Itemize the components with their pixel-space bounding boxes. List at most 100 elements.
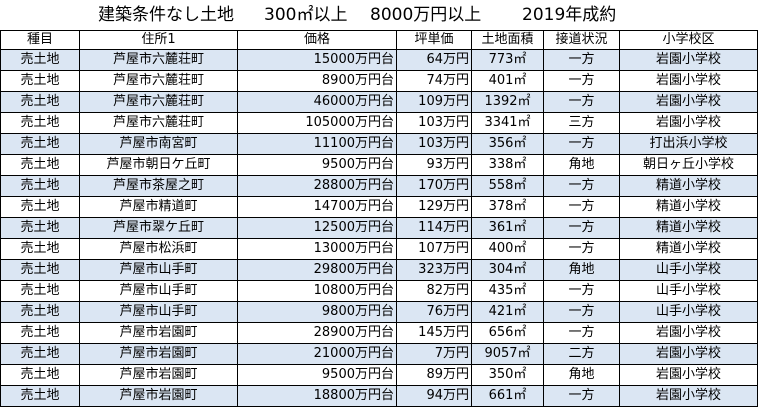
header-row: 種目 住所1 価格 坪単価 土地面積 接道状況 小学校区 (0, 30, 758, 50)
cell-type: 売土地 (0, 238, 80, 260)
cell-road-access: 一方 (543, 91, 620, 113)
cell-land-area: 361㎡ (471, 217, 544, 239)
header-land-area: 土地面積 (471, 30, 544, 50)
table-row: 売土地 芦屋市岩園町 18800万円台 94万円 661㎡ 一方 岩園小学校 (0, 385, 758, 407)
table-row: 売土地 芦屋市南宮町 11100万円台 103万円 356㎡ 一方 打出浜小学校 (0, 133, 758, 155)
cell-land-area: 421㎡ (471, 301, 544, 323)
cell-school-district: 山手小学校 (619, 301, 758, 323)
cell-price: 12500万円台 (237, 217, 397, 239)
title-area: 300㎡以上 (264, 5, 348, 25)
table-row: 売土地 芦屋市山手町 29800万円台 323万円 304㎡ 角地 山手小学校 (0, 259, 758, 281)
cell-address: 芦屋市山手町 (79, 280, 238, 302)
cell-school-district: 精道小学校 (619, 196, 758, 218)
cell-land-area: 435㎡ (471, 280, 544, 302)
cell-address: 芦屋市精道町 (79, 196, 238, 218)
cell-price: 18800万円台 (237, 385, 397, 407)
cell-type: 売土地 (0, 112, 80, 134)
cell-road-access: 三方 (543, 112, 620, 134)
cell-price: 21000万円台 (237, 343, 397, 365)
cell-address: 芦屋市六麓荘町 (79, 49, 238, 71)
cell-type: 売土地 (0, 280, 80, 302)
cell-price: 105000万円台 (237, 112, 397, 134)
cell-unit-price: 64万円 (396, 49, 472, 71)
cell-type: 売土地 (0, 49, 80, 71)
cell-land-area: 304㎡ (471, 259, 544, 281)
cell-unit-price: 93万円 (396, 154, 472, 176)
header-price: 価格 (237, 30, 397, 50)
cell-price: 8900万円台 (237, 70, 397, 92)
cell-price: 46000万円台 (237, 91, 397, 113)
title-price: 8000万円以上 (370, 5, 482, 25)
cell-unit-price: 323万円 (396, 259, 472, 281)
cell-school-district: 山手小学校 (619, 280, 758, 302)
cell-road-access: 角地 (543, 154, 620, 176)
cell-unit-price: 94万円 (396, 385, 472, 407)
cell-address: 芦屋市南宮町 (79, 133, 238, 155)
listing-table: 種目 住所1 価格 坪単価 土地面積 接道状況 小学校区 売土地 芦屋市六麓荘町 1… (0, 30, 758, 407)
cell-type: 売土地 (0, 259, 80, 281)
cell-unit-price: 82万円 (396, 280, 472, 302)
table-row: 売土地 芦屋市岩園町 21000万円台 7万円 9057㎡ 二方 岩園小学校 (0, 343, 758, 365)
table-row: 売土地 芦屋市松浜町 13000万円台 107万円 400㎡ 一方 精道小学校 (0, 238, 758, 260)
cell-type: 売土地 (0, 322, 80, 344)
cell-price: 9500万円台 (237, 364, 397, 386)
table-row: 売土地 芦屋市茶屋之町 28800万円台 170万円 558㎡ 一方 精道小学校 (0, 175, 758, 197)
cell-price: 13000万円台 (237, 238, 397, 260)
header-unit-price: 坪単価 (396, 30, 472, 50)
cell-type: 売土地 (0, 343, 80, 365)
cell-unit-price: 114万円 (396, 217, 472, 239)
table-row: 売土地 芦屋市六麓荘町 46000万円台 109万円 1392㎡ 一方 岩園小学校 (0, 91, 758, 113)
table-row: 売土地 芦屋市岩園町 28900万円台 145万円 656㎡ 一方 岩園小学校 (0, 322, 758, 344)
cell-school-district: 岩園小学校 (619, 385, 758, 407)
cell-price: 9800万円台 (237, 301, 397, 323)
cell-land-area: 656㎡ (471, 322, 544, 344)
cell-road-access: 一方 (543, 49, 620, 71)
cell-land-area: 378㎡ (471, 196, 544, 218)
title-year: 2019年成約 (522, 5, 617, 25)
cell-address: 芦屋市翠ケ丘町 (79, 217, 238, 239)
cell-address: 芦屋市岩園町 (79, 322, 238, 344)
cell-unit-price: 74万円 (396, 70, 472, 92)
cell-price: 15000万円台 (237, 49, 397, 71)
cell-type: 売土地 (0, 364, 80, 386)
cell-road-access: 一方 (543, 322, 620, 344)
table-row: 売土地 芦屋市精道町 14700万円台 129万円 378㎡ 一方 精道小学校 (0, 196, 758, 218)
cell-type: 売土地 (0, 70, 80, 92)
cell-address: 芦屋市六麓荘町 (79, 91, 238, 113)
cell-type: 売土地 (0, 175, 80, 197)
cell-school-district: 岩園小学校 (619, 343, 758, 365)
cell-type: 売土地 (0, 301, 80, 323)
cell-school-district: 精道小学校 (619, 175, 758, 197)
table-row: 売土地 芦屋市山手町 10800万円台 82万円 435㎡ 一方 山手小学校 (0, 280, 758, 302)
cell-school-district: 岩園小学校 (619, 112, 758, 134)
cell-type: 売土地 (0, 91, 80, 113)
cell-school-district: 岩園小学校 (619, 91, 758, 113)
title-main: 建築条件なし土地 (98, 5, 234, 25)
cell-unit-price: 89万円 (396, 364, 472, 386)
cell-road-access: 一方 (543, 175, 620, 197)
cell-road-access: 一方 (543, 301, 620, 323)
cell-unit-price: 129万円 (396, 196, 472, 218)
cell-land-area: 558㎡ (471, 175, 544, 197)
cell-address: 芦屋市松浜町 (79, 238, 238, 260)
cell-road-access: 一方 (543, 238, 620, 260)
cell-land-area: 400㎡ (471, 238, 544, 260)
header-type: 種目 (0, 30, 80, 50)
cell-land-area: 338㎡ (471, 154, 544, 176)
cell-unit-price: 170万円 (396, 175, 472, 197)
cell-price: 29800万円台 (237, 259, 397, 281)
cell-road-access: 一方 (543, 133, 620, 155)
cell-land-area: 3341㎡ (471, 112, 544, 134)
cell-road-access: 一方 (543, 385, 620, 407)
cell-school-district: 岩園小学校 (619, 322, 758, 344)
cell-type: 売土地 (0, 133, 80, 155)
cell-school-district: 山手小学校 (619, 259, 758, 281)
cell-road-access: 二方 (543, 343, 620, 365)
cell-type: 売土地 (0, 196, 80, 218)
cell-unit-price: 7万円 (396, 343, 472, 365)
header-address: 住所1 (79, 30, 238, 50)
cell-type: 売土地 (0, 154, 80, 176)
cell-road-access: 一方 (543, 217, 620, 239)
cell-school-district: 打出浜小学校 (619, 133, 758, 155)
table-row: 売土地 芦屋市朝日ケ丘町 9500万円台 93万円 338㎡ 角地 朝日ヶ丘小学校 (0, 154, 758, 176)
